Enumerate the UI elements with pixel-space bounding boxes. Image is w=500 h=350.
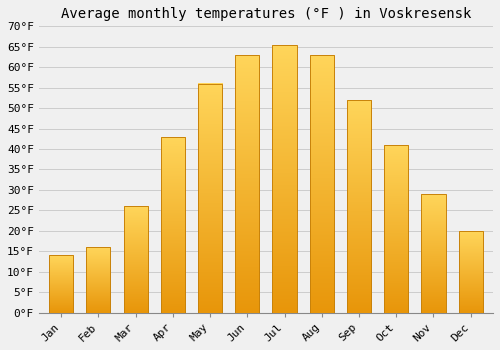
Bar — [384, 145, 408, 313]
Bar — [458, 231, 483, 313]
Title: Average monthly temperatures (°F ) in Voskresensk: Average monthly temperatures (°F ) in Vo… — [60, 7, 471, 21]
Bar — [198, 84, 222, 313]
Bar — [310, 55, 334, 313]
Bar — [347, 100, 371, 313]
Bar — [160, 137, 185, 313]
Bar — [124, 206, 148, 313]
Bar — [49, 256, 73, 313]
Bar — [272, 45, 296, 313]
Bar — [235, 55, 260, 313]
Bar — [86, 247, 110, 313]
Bar — [422, 194, 446, 313]
